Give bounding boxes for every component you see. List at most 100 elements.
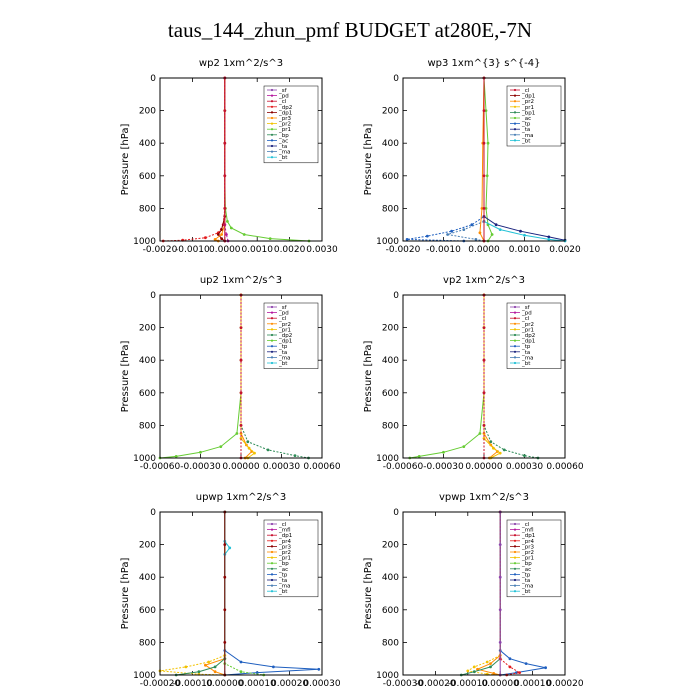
legend-entry: _dp1 bbox=[521, 533, 535, 539]
x-tick-label: 0.00060 bbox=[546, 462, 583, 472]
legend-entry: _pr2 bbox=[278, 122, 291, 128]
legend-entry: _ta bbox=[521, 127, 530, 133]
series-point bbox=[223, 109, 227, 112]
legend-marker bbox=[513, 111, 517, 114]
series-point bbox=[225, 233, 228, 236]
legend-marker bbox=[513, 328, 517, 331]
series-point bbox=[220, 237, 224, 241]
x-tick-label: 0.00000 bbox=[206, 679, 243, 689]
legend-marker bbox=[513, 356, 517, 359]
legend-marker bbox=[270, 345, 274, 348]
legend-entry: _pr1 bbox=[278, 327, 291, 333]
series-point bbox=[482, 174, 486, 178]
legend-marker bbox=[270, 305, 274, 309]
legend-entry: _pr1 bbox=[521, 556, 534, 562]
y-tick-label: 1000 bbox=[376, 671, 399, 681]
legend-marker bbox=[270, 333, 274, 337]
legend-entry: _sf bbox=[521, 305, 531, 311]
legend-entry: _ma bbox=[521, 584, 533, 590]
y-tick-label: 400 bbox=[139, 356, 156, 366]
legend-marker bbox=[513, 361, 517, 365]
x-tick-label: 0.0030 bbox=[306, 245, 338, 255]
series-point bbox=[219, 445, 223, 448]
legend-marker bbox=[513, 545, 517, 548]
legend-box bbox=[263, 519, 319, 598]
legend-marker bbox=[270, 539, 274, 542]
legend-entry: _ma bbox=[521, 133, 533, 139]
legend-entry: _ta bbox=[521, 350, 530, 356]
legend-box bbox=[506, 519, 562, 598]
legend-marker bbox=[270, 534, 274, 537]
legend-entry: _dp1 bbox=[278, 533, 292, 539]
y-tick-label: 400 bbox=[139, 573, 156, 583]
legend-marker bbox=[513, 578, 517, 582]
series-point bbox=[266, 448, 270, 452]
x-tick-label: 0.00010 bbox=[514, 679, 551, 689]
y-tick-label: 600 bbox=[139, 606, 156, 616]
series-point bbox=[239, 437, 243, 440]
series-point bbox=[462, 445, 466, 448]
legend-marker bbox=[270, 522, 274, 526]
series-point bbox=[462, 228, 466, 232]
legend-entry: _tp bbox=[278, 344, 288, 350]
x-tick-label: -0.00060 bbox=[140, 462, 181, 472]
legend-marker bbox=[270, 562, 274, 565]
y-axis-label: Pressure [hPa] bbox=[120, 341, 131, 413]
series-point bbox=[220, 228, 224, 232]
y-tick-label: 600 bbox=[382, 606, 399, 616]
legend-entry: _ta bbox=[278, 578, 287, 584]
series-point bbox=[492, 446, 495, 450]
legend-entry: _mfl bbox=[521, 528, 534, 534]
series-point bbox=[476, 667, 479, 671]
series-point bbox=[498, 543, 502, 546]
y-tick-label: 600 bbox=[382, 389, 399, 399]
series-point bbox=[247, 446, 251, 450]
legend-marker bbox=[513, 590, 517, 593]
series-point bbox=[489, 440, 493, 444]
legend-marker bbox=[513, 322, 517, 325]
legend-entry: _pd bbox=[278, 311, 289, 317]
x-tick-label: 0.00000 bbox=[482, 679, 519, 689]
legend-marker bbox=[270, 116, 274, 120]
legend-marker bbox=[270, 578, 274, 582]
series-point bbox=[213, 238, 217, 241]
legend-entry: _ac bbox=[521, 567, 531, 573]
series-point bbox=[174, 455, 178, 458]
series-point bbox=[478, 231, 482, 235]
series-point bbox=[242, 233, 246, 236]
series-point bbox=[547, 238, 551, 241]
legend-marker bbox=[270, 556, 274, 559]
legend-marker bbox=[270, 133, 274, 136]
legend-marker bbox=[270, 150, 274, 153]
legend-marker bbox=[513, 528, 517, 531]
series-line bbox=[483, 295, 499, 459]
legend-entry: _pr1 bbox=[521, 105, 534, 111]
series-point bbox=[229, 226, 233, 230]
y-tick-label: 1000 bbox=[133, 671, 156, 681]
legend-marker bbox=[513, 311, 517, 314]
series-point bbox=[544, 666, 547, 670]
legend-marker bbox=[513, 573, 517, 576]
x-tick-label: -0.0010 bbox=[426, 245, 461, 255]
legend-entry: _pr2 bbox=[521, 99, 534, 105]
series-point bbox=[486, 141, 490, 145]
x-tick-label: 0.0020 bbox=[549, 245, 581, 255]
legend-entry: _bp bbox=[278, 133, 289, 139]
legend-entry: _dp1 bbox=[521, 339, 535, 345]
legend-entry: _pr4 bbox=[521, 539, 535, 545]
series-line bbox=[409, 295, 485, 459]
legend-marker bbox=[270, 156, 274, 159]
x-tick-label: -0.00020 bbox=[140, 679, 181, 689]
legend-entry: _cl bbox=[521, 88, 530, 94]
legend-entry: _dp2 bbox=[278, 333, 292, 339]
series-line bbox=[483, 295, 502, 459]
legend-marker bbox=[270, 317, 274, 320]
y-tick-label: 1000 bbox=[133, 237, 156, 247]
series-line bbox=[466, 512, 501, 676]
y-tick-label: 0 bbox=[393, 508, 399, 518]
series-line bbox=[159, 512, 226, 676]
x-tick-label: -0.00030 bbox=[180, 462, 221, 472]
plot-frame bbox=[159, 77, 323, 242]
x-tick-label: 0.00010 bbox=[239, 679, 276, 689]
